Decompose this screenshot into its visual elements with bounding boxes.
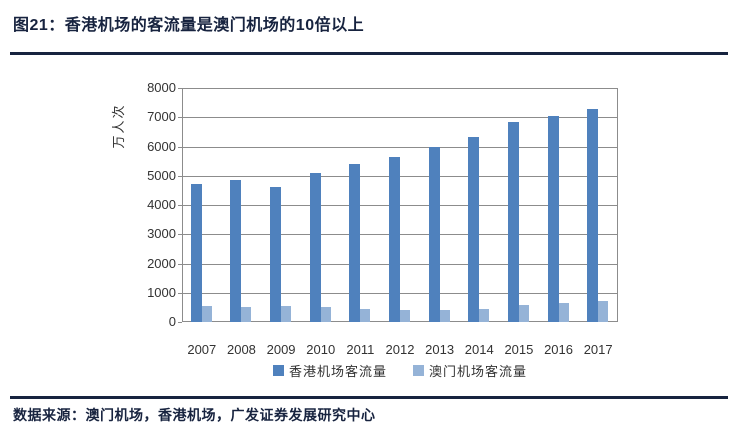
x-tick-label: 2015 — [504, 342, 534, 357]
x-tick-label: 2013 — [425, 342, 455, 357]
hk-bar-2009 — [270, 187, 282, 322]
y-tick-4000 — [178, 205, 182, 206]
hk-bar-2015 — [507, 121, 519, 322]
gridline-5000 — [182, 175, 618, 177]
hk-bar-2007 — [190, 183, 202, 322]
macau-bar-2009 — [281, 306, 292, 322]
figure-title: 图21：香港机场的客流量是澳门机场的10倍以上 — [13, 17, 365, 34]
hk-bar-2011 — [349, 164, 361, 322]
x-tick-label: 2011 — [346, 342, 375, 357]
legend-item-macau: 澳门机场客流量 — [413, 361, 527, 380]
x-tick-label: 2010 — [306, 342, 336, 357]
title-divider — [10, 52, 728, 55]
data-source-text: 数据来源：澳门机场，香港机场，广发证券发展研究中心 — [13, 407, 376, 423]
bar-chart: 万人次 香港机场客流量 澳门机场客流量 0 1000 2000 3000 4000 5000… — [0, 60, 738, 390]
hk-bar-2013 — [428, 146, 440, 322]
gridline-6000 — [182, 146, 618, 148]
x-tick-label: 2009 — [266, 342, 296, 357]
hk-bar-2012 — [389, 156, 400, 322]
macau-bar-2016 — [558, 302, 569, 322]
legend-label: 澳门机场客流量 — [429, 364, 528, 379]
gridline-7000 — [182, 117, 618, 119]
gridline-3000 — [182, 234, 618, 236]
x-tick-label: 2007 — [187, 342, 217, 357]
hk-bar-2014 — [468, 136, 480, 322]
macau-bar-2010 — [320, 307, 331, 322]
macau-bar-2015 — [518, 305, 529, 322]
legend-item-hongkong: 香港机场客流量 — [272, 361, 387, 380]
y-tick-label: 4000 — [147, 197, 176, 212]
hk-bar-2010 — [309, 173, 321, 322]
y-tick-label: 5000 — [147, 167, 176, 183]
y-tick-8000 — [178, 88, 182, 89]
macau-bar-2014 — [479, 309, 490, 322]
x-tick-label: 2014 — [464, 342, 494, 357]
macau-bar-2013 — [439, 309, 450, 322]
y-tick-label: 6000 — [147, 138, 176, 154]
hk-bar-2017 — [587, 108, 599, 322]
y-tick-2000 — [178, 263, 182, 265]
y-tick-5000 — [178, 175, 182, 177]
hk-bar-2008 — [230, 179, 242, 322]
hk-bar-2016 — [547, 115, 559, 322]
macau-bar-2017 — [598, 300, 609, 322]
y-tick-label: 1000 — [147, 284, 176, 300]
macau-bar-2008 — [241, 307, 252, 322]
y-tick-label: 7000 — [147, 109, 176, 125]
gridline-2000 — [182, 263, 618, 265]
x-tick-label: 2008 — [226, 342, 256, 357]
footer-divider — [10, 396, 728, 399]
legend-swatch-macau — [413, 365, 424, 376]
x-tick-label: 2016 — [544, 342, 573, 357]
gridline-1000 — [182, 292, 618, 294]
chart-legend: 香港机场客流量 澳门机场客流量 — [182, 361, 618, 380]
legend-label: 香港机场客流量 — [288, 364, 387, 379]
y-tick-label: 8000 — [147, 80, 176, 95]
x-tick-label: 2012 — [385, 342, 415, 357]
macau-bar-2007 — [201, 305, 212, 322]
y-tick-0 — [178, 322, 182, 323]
legend-swatch-hongkong — [272, 365, 284, 376]
macau-bar-2012 — [400, 309, 410, 322]
x-tick-label: 2017 — [583, 342, 613, 357]
gridline-4000 — [182, 205, 618, 206]
y-tick-1000 — [178, 292, 182, 294]
y-tick-label: 2000 — [147, 255, 176, 271]
y-tick-6000 — [178, 146, 182, 148]
macau-bar-2011 — [360, 308, 371, 322]
y-tick-3000 — [178, 234, 182, 236]
y-tick-7000 — [178, 117, 182, 119]
y-tick-label: 3000 — [147, 226, 176, 242]
y-tick-label: 0 — [168, 314, 176, 329]
